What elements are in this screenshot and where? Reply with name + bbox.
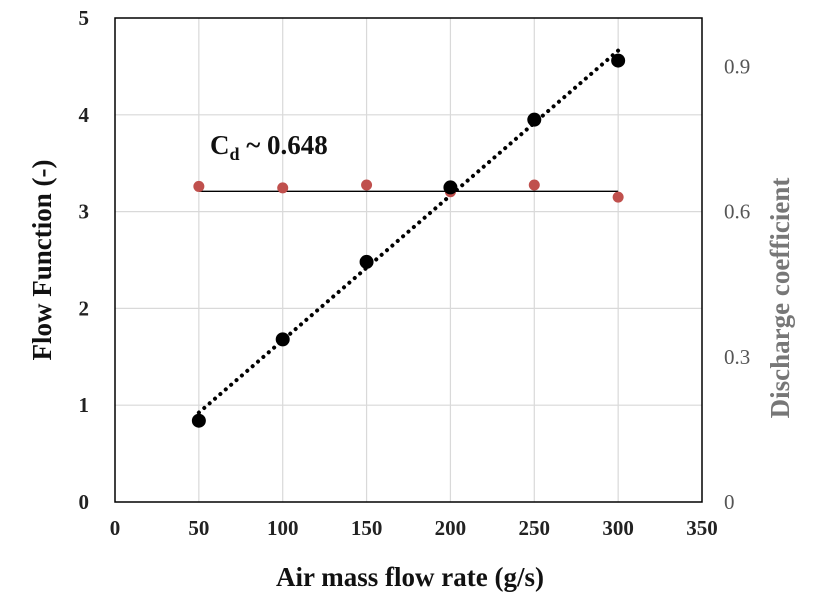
x-tick-label: 50 bbox=[188, 516, 209, 540]
cd-annotation: Cd ~ 0.648 bbox=[210, 130, 328, 164]
y-tick-label: 4 bbox=[79, 103, 90, 127]
flow-function-point bbox=[443, 180, 458, 195]
y-axis-ticks: 0 1 2 3 4 5 bbox=[79, 6, 90, 514]
grid bbox=[115, 18, 702, 502]
cd-point bbox=[193, 180, 205, 192]
x-tick-label: 250 bbox=[519, 516, 551, 540]
y-tick-label: 1 bbox=[79, 393, 90, 417]
flow-function-point bbox=[275, 332, 290, 347]
y2-tick-label: 0 bbox=[724, 490, 735, 514]
data-marks bbox=[191, 48, 626, 428]
x-tick-label: 100 bbox=[267, 516, 299, 540]
cd-point bbox=[612, 191, 624, 203]
y-tick-label: 3 bbox=[79, 200, 90, 224]
y2-tick-label: 0.3 bbox=[724, 345, 750, 369]
x-tick-label: 300 bbox=[602, 516, 634, 540]
x-axis-ticks: 0 50 100 150 200 250 300 350 bbox=[110, 516, 718, 540]
flow-function-trendline bbox=[196, 48, 621, 415]
annotation-value: ~ 0.648 bbox=[240, 130, 328, 160]
annotation-main: C bbox=[210, 130, 230, 160]
y-axis-title: Flow Function (-) bbox=[27, 160, 57, 361]
x-tick-label: 350 bbox=[686, 516, 718, 540]
x-tick-label: 150 bbox=[351, 516, 383, 540]
cd-point bbox=[361, 179, 373, 191]
cd-point bbox=[528, 179, 540, 191]
y2-axis-ticks: 0 0.3 0.6 0.9 bbox=[724, 54, 750, 514]
plot-frame bbox=[114, 17, 703, 503]
y-tick-label: 0 bbox=[79, 490, 90, 514]
flow-function-point bbox=[527, 112, 542, 127]
annotation-subscript: d bbox=[230, 144, 240, 164]
x-tick-label: 200 bbox=[435, 516, 467, 540]
cd-point bbox=[277, 182, 289, 194]
y2-axis-title: Discharge coefficient bbox=[765, 178, 795, 419]
flow-function-point bbox=[611, 53, 626, 68]
y2-tick-label: 0.9 bbox=[724, 54, 750, 78]
flow-function-point bbox=[191, 413, 206, 428]
flow-function-point bbox=[359, 254, 374, 269]
y-tick-label: 2 bbox=[79, 296, 90, 320]
x-tick-label: 0 bbox=[110, 516, 121, 540]
y-tick-label: 5 bbox=[79, 6, 90, 30]
x-axis-title: Air mass flow rate (g/s) bbox=[276, 562, 544, 592]
y2-tick-label: 0.6 bbox=[724, 200, 750, 224]
